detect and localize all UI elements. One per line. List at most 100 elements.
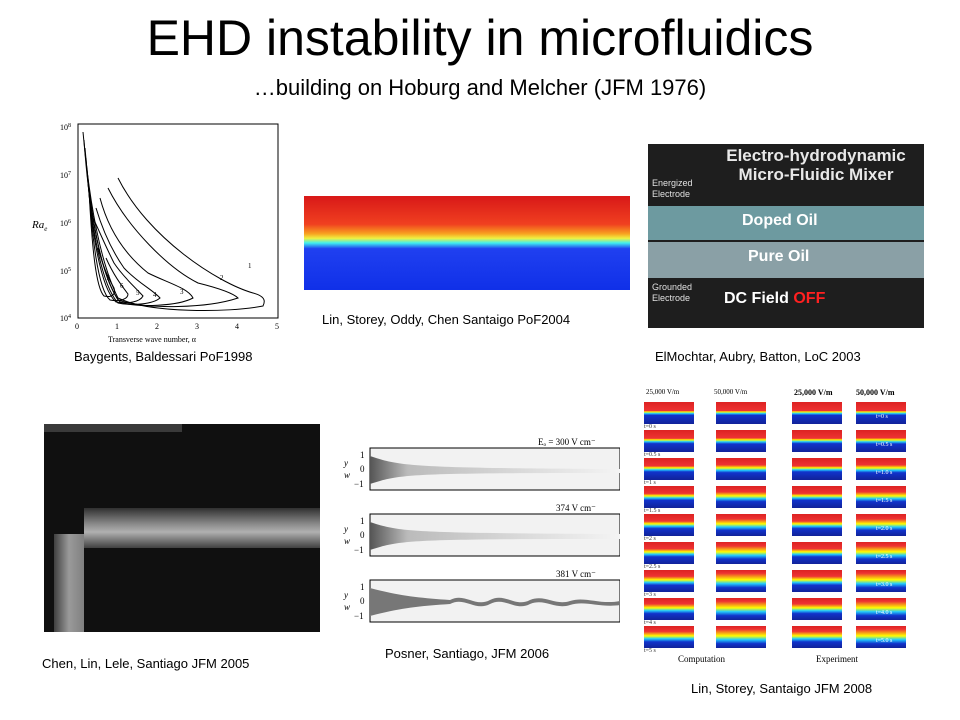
xtick-label: 4: [235, 322, 239, 331]
simulation-panel: [716, 570, 766, 592]
svg-text:2: 2: [220, 274, 224, 282]
xtick-label: 2: [155, 322, 159, 331]
time-label: t=2.0 s: [876, 526, 893, 532]
time-label: t=4.0 s: [876, 610, 893, 616]
simulation-panel: [856, 626, 906, 648]
xtick-label: 0: [75, 322, 79, 331]
tick-label: 1: [360, 516, 365, 526]
vertical-channel-glow: [54, 534, 84, 632]
simulation-panel: [644, 514, 694, 536]
energized-label-line1: Energized: [652, 178, 693, 188]
grounded-label-line2: Electrode: [652, 293, 691, 303]
doped-oil-label: Doped Oil: [742, 212, 818, 229]
simulation-panel: [856, 514, 906, 536]
simulation-panel: [792, 570, 842, 592]
simulation-panel: [644, 626, 694, 648]
simulation-panel: [856, 402, 906, 424]
simulation-panel: [856, 542, 906, 564]
tick-label: 0: [360, 464, 365, 474]
ytick-label: 104: [60, 314, 71, 323]
axis-w-label: w: [344, 536, 350, 546]
simulation-panel: [856, 486, 906, 508]
elmochtar-mixer-photo: Electro-hydrodynamic Micro-Fluidic Mixer…: [648, 144, 924, 328]
dc-field-state: OFF: [793, 290, 826, 307]
time-label: t=0.5 s: [644, 452, 661, 458]
stability-curve-plot: 108 107 106 105 104 0 1 2 3 4 5 Transver…: [31, 123, 279, 344]
svg-text:1: 1: [248, 262, 252, 270]
axis-y-label: y: [343, 590, 348, 600]
simulation-panel: [792, 486, 842, 508]
posner-figure: Eₒ = 300 V cm⁻ 374 V cm⁻ 381 V cm⁻ 1 0 −…: [340, 428, 621, 638]
col-header: 25,000 V/m: [794, 388, 833, 397]
computation-label: Computation: [678, 654, 725, 664]
baygents-caption: Baygents, Baldessari PoF1998: [74, 349, 253, 364]
ytick-label: 107: [60, 171, 71, 180]
posner-panel-2: [369, 513, 621, 557]
posner-panel-1: [369, 447, 621, 491]
time-label: t=1.0 s: [876, 470, 893, 476]
time-label: t=3 s: [644, 592, 656, 598]
time-label: t=4 s: [644, 620, 656, 626]
time-label: t=5 s: [644, 648, 656, 654]
time-label: t=5.0 s: [876, 638, 893, 644]
time-label: t=1.5 s: [876, 498, 893, 504]
time-label: t=1.5 s: [644, 508, 661, 514]
curve-labels: 1 2 3 4 5 6 7: [106, 262, 252, 299]
col-header: 50,000 V/m: [714, 388, 748, 396]
svg-text:5: 5: [136, 289, 140, 297]
grounded-label-line1: Grounded: [652, 282, 693, 292]
mixer-title-line2: Micro-Fluidic Mixer: [738, 165, 894, 184]
ytick-label: 106: [60, 219, 71, 228]
field-label-381: 381 V cm⁻: [556, 569, 596, 579]
baygents-figure: 108 107 106 105 104 0 1 2 3 4 5 Transver…: [28, 118, 288, 348]
lin2004-interface-image: [304, 196, 630, 290]
slide-title: EHD instability in microfluidics: [146, 10, 814, 66]
simulation-panel: [716, 458, 766, 480]
simulation-panel: [856, 598, 906, 620]
simulation-panel: [856, 458, 906, 480]
x-axis-label: Transverse wave number, α: [108, 335, 197, 344]
tick-label: 0: [360, 596, 365, 606]
time-label: t=2.5 s: [644, 564, 661, 570]
simulation-panel: [716, 598, 766, 620]
xtick-label: 5: [275, 322, 279, 331]
simulation-panel: [644, 430, 694, 452]
simulation-panel: [716, 402, 766, 424]
pure-oil-label: Pure Oil: [748, 248, 810, 265]
simulation-panel: [792, 458, 842, 480]
tick-label: −1: [354, 479, 364, 489]
svg-text:6: 6: [120, 282, 124, 290]
tick-label: −1: [354, 545, 364, 555]
axis-w-label: w: [344, 602, 350, 612]
simulation-panel: [644, 598, 694, 620]
channel-wall: [44, 424, 182, 432]
pure-oil-band: [648, 242, 924, 278]
simulation-panel: [644, 458, 694, 480]
tick-label: −1: [354, 611, 364, 621]
posner-caption: Posner, Santiago, JFM 2006: [385, 646, 550, 661]
neutral-stability-curves: [82, 131, 265, 312]
simulation-grid: t=0 s t=0.5 s t=1 s t=1.5 s t=2 s t=2.5 s t=3 …: [642, 402, 910, 654]
chen2005-flow-photo: [44, 424, 320, 632]
mixer-title-line1: Electro-hydrodynamic: [726, 146, 906, 165]
horizontal-channel-glow: [84, 508, 320, 548]
simulation-panel: [716, 542, 766, 564]
ytick-label: 105: [60, 267, 71, 276]
doped-oil-band: [648, 206, 924, 240]
simulation-panel: [644, 542, 694, 564]
simulation-panel: [792, 626, 842, 648]
time-label: t=2 s: [644, 536, 656, 542]
xtick-label: 1: [115, 322, 119, 331]
field-label-374: 374 V cm⁻: [556, 503, 596, 513]
simulation-panel: [792, 542, 842, 564]
simulation-panel: [792, 598, 842, 620]
lin2008-figure: 25,000 V/m 50,000 V/m 25,000 V/m 50,000 …: [642, 384, 910, 670]
simulation-panel: [716, 486, 766, 508]
slide-subtitle: …building on Hoburg and Melcher (JFM 197…: [253, 75, 707, 100]
time-label: t=3.0 s: [876, 582, 893, 588]
simulation-panel: [716, 514, 766, 536]
time-label: t=1 s: [644, 480, 656, 486]
simulation-panel: [856, 430, 906, 452]
lin2008-caption: Lin, Storey, Santaigo JFM 2008: [691, 681, 873, 696]
axis-y-label: y: [343, 458, 348, 468]
